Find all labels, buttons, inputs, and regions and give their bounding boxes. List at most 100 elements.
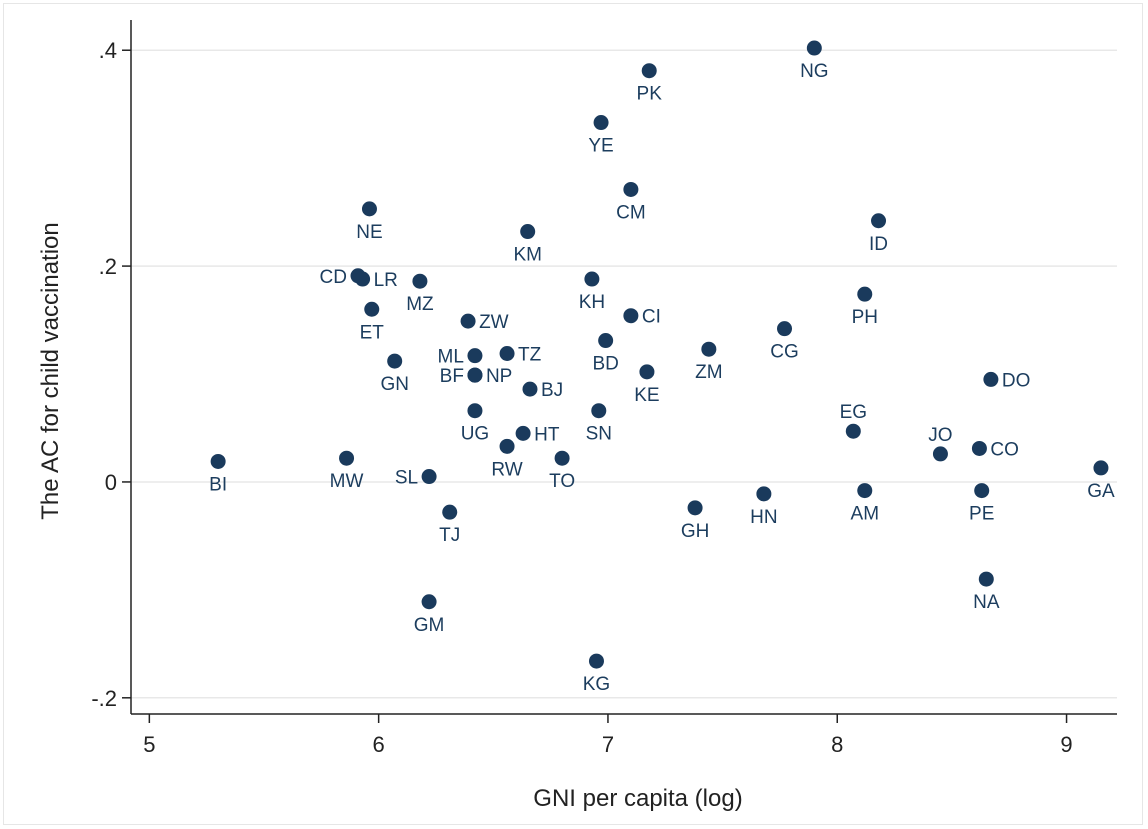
point-label-gm: GM — [414, 615, 445, 636]
data-point-ke — [639, 364, 655, 380]
data-point-ci — [623, 308, 639, 324]
data-point-do — [983, 371, 999, 387]
data-point-kg — [588, 653, 604, 669]
data-point-mz — [412, 273, 428, 289]
axes — [130, 20, 1117, 715]
data-point-ng — [806, 40, 822, 56]
point-label-ht: HT — [534, 424, 560, 445]
data-point-cg — [777, 321, 793, 337]
data-point-gm — [421, 594, 437, 610]
data-point-hn — [756, 486, 772, 502]
point-label-ke: KE — [634, 385, 659, 406]
point-label-ci: CI — [642, 307, 661, 328]
data-point-to — [554, 450, 570, 466]
data-point-rw — [499, 438, 515, 454]
point-label-gh: GH — [681, 521, 710, 542]
data-point-gh — [687, 500, 703, 516]
point-label-pe: PE — [969, 504, 994, 525]
data-point-lr — [355, 271, 371, 287]
data-point-bi — [210, 453, 226, 469]
data-point-km — [520, 224, 536, 240]
point-label-bf: BF — [440, 366, 464, 387]
point-label-cm: CM — [616, 202, 646, 223]
point-label-sl: SL — [395, 468, 418, 489]
point-label-bi: BI — [209, 474, 227, 495]
point-label-am: AM — [851, 504, 880, 525]
point-label-km: KM — [513, 245, 542, 266]
x-tick-label: 5 — [143, 732, 155, 757]
x-tick-label: 7 — [602, 732, 614, 757]
point-label-tz: TZ — [518, 345, 542, 366]
point-label-co: CO — [990, 439, 1019, 460]
x-axis-title: GNI per capita (log) — [533, 785, 742, 812]
point-label-ng: NG — [800, 61, 829, 82]
point-label-cd: CD — [320, 267, 347, 288]
point-label-ye: YE — [588, 136, 613, 157]
data-point-tj — [442, 504, 458, 520]
point-label-pk: PK — [637, 84, 663, 105]
point-label-ph: PH — [852, 307, 878, 328]
data-point-ye — [593, 115, 609, 131]
data-point-ga — [1093, 460, 1109, 476]
data-point-id — [871, 213, 887, 229]
point-label-zw: ZW — [479, 312, 509, 333]
y-axis-title: The AC for child vaccination — [37, 222, 64, 519]
data-point-ug — [467, 403, 483, 419]
point-label-jo: JO — [928, 425, 952, 446]
data-point-cm — [623, 181, 639, 197]
point-label-mz: MZ — [406, 294, 434, 315]
chart-frame — [3, 3, 1143, 825]
data-point-et — [364, 301, 380, 317]
data-point-ml — [467, 348, 483, 364]
point-label-kg: KG — [583, 674, 610, 695]
point-label-zm: ZM — [695, 362, 722, 383]
data-point-gn — [387, 353, 403, 369]
data-point-na — [978, 571, 994, 587]
point-label-lr: LR — [374, 270, 398, 291]
gridlines — [131, 49, 1117, 699]
y-tick-label: .2 — [99, 254, 117, 279]
data-points — [210, 40, 1109, 669]
data-point-bf — [467, 367, 483, 383]
point-label-cg: CG — [770, 342, 799, 363]
x-tick-label: 9 — [1060, 732, 1072, 757]
data-point-bd — [598, 333, 614, 349]
point-label-ga: GA — [1087, 481, 1115, 502]
data-point-tz — [499, 346, 515, 362]
point-label-ne: NE — [356, 222, 382, 243]
point-label-rw: RW — [491, 459, 522, 480]
data-point-zw — [460, 313, 476, 329]
point-label-gn: GN — [380, 374, 409, 395]
data-point-kh — [584, 271, 600, 287]
data-point-mw — [339, 450, 355, 466]
point-label-bd: BD — [592, 354, 618, 375]
point-label-tj: TJ — [439, 525, 460, 546]
data-point-am — [857, 483, 873, 499]
data-point-pk — [641, 63, 657, 79]
point-label-to: TO — [549, 471, 575, 492]
point-label-et: ET — [360, 322, 385, 343]
data-point-ne — [361, 201, 377, 217]
data-point-bj — [522, 381, 538, 397]
point-label-np: NP — [486, 366, 512, 387]
x-tick-label: 6 — [373, 732, 385, 757]
data-point-pe — [974, 483, 990, 499]
point-label-kh: KH — [579, 292, 605, 313]
point-label-na: NA — [973, 592, 1000, 613]
data-point-sn — [591, 403, 607, 419]
point-label-id: ID — [869, 234, 888, 255]
point-label-eg: EG — [840, 402, 867, 423]
y-tick-label: -.2 — [91, 686, 117, 711]
point-label-ml: ML — [438, 347, 464, 368]
ticks: -.2 0 .2 .4 5 6 7 8 9 — [91, 38, 1072, 757]
data-point-jo — [932, 446, 948, 462]
point-label-do: DO — [1002, 370, 1031, 391]
data-point-ph — [857, 286, 873, 302]
point-label-mw: MW — [330, 471, 364, 492]
point-label-hn: HN — [750, 507, 777, 528]
point-label-bj: BJ — [541, 380, 563, 401]
y-tick-label: 0 — [105, 470, 117, 495]
data-point-zm — [701, 341, 717, 357]
data-point-ht — [515, 425, 531, 441]
